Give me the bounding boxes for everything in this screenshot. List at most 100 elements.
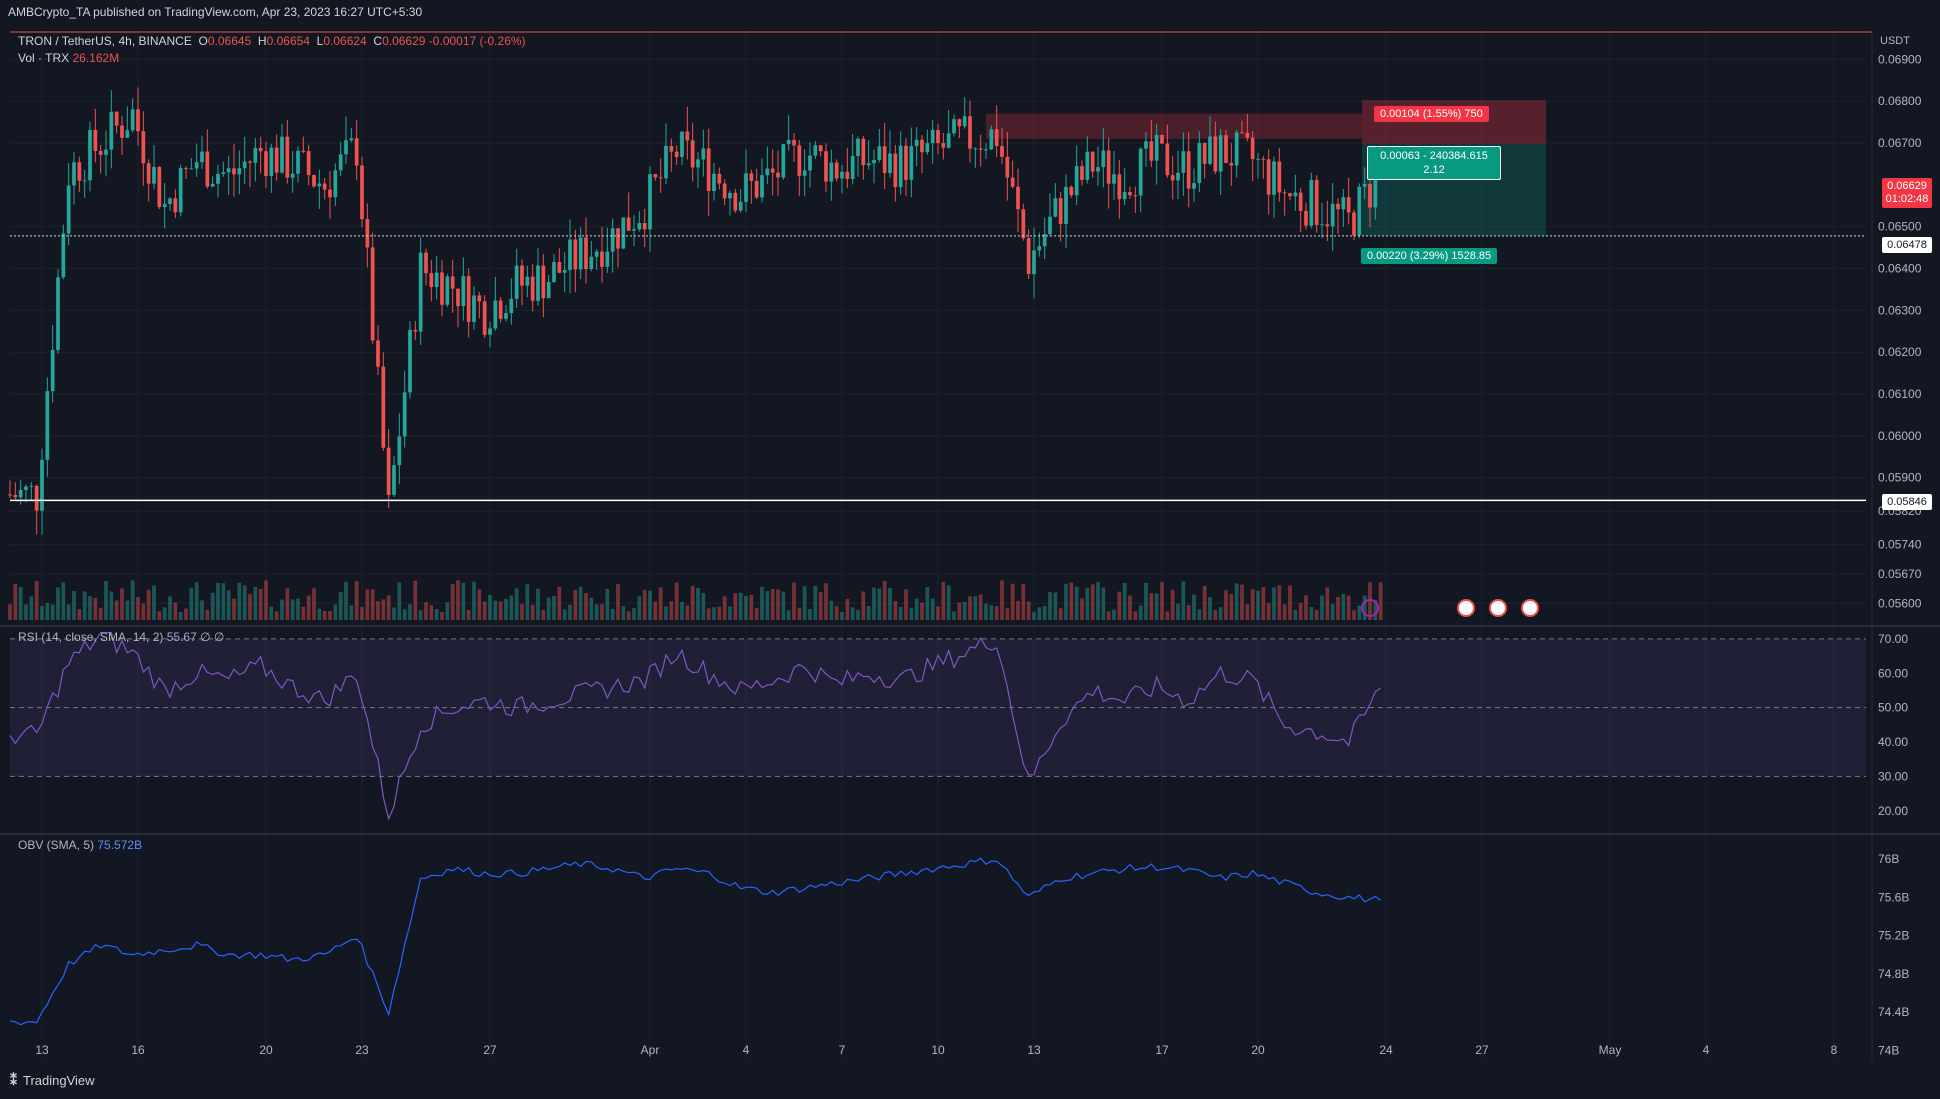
candle-body [776,172,780,178]
tradingview-logo-icon: ⁑ [10,1072,17,1088]
candle-body [770,168,775,173]
volume-bar [1288,585,1292,620]
candle-body [381,366,386,448]
candle-body [418,252,423,332]
flag-event-icon[interactable] [1489,599,1507,617]
volume-bar [632,608,636,620]
volume-bar [34,580,39,620]
candle-body [1128,192,1132,196]
price-tick-label: 0.05670 [1878,567,1922,581]
lightning-event-icon[interactable] [1361,599,1379,617]
time-tick-label: May [1599,1043,1622,1057]
price-tick-label: 0.06800 [1878,94,1922,108]
volume-bar [248,594,252,620]
volume-bar [1336,597,1340,620]
volume-bar [1074,586,1079,620]
volume-bar [1314,610,1319,620]
volume-bar [376,601,380,620]
volume-bar [98,607,103,620]
volume-bar [818,592,823,620]
volume-bar [509,595,514,620]
candle-body [882,146,887,174]
flag-event-icon[interactable] [1521,599,1539,617]
candle-body [1192,183,1196,189]
candle-body [1186,151,1191,189]
candle-body [178,168,183,213]
volume-bar [424,602,428,620]
candle-body [450,276,455,289]
candle-body [402,392,407,437]
candle-body [498,300,503,319]
target-badge[interactable]: 0.00220 (3.29%) 1528.85 [1361,248,1498,264]
candle-body [1016,186,1020,210]
volume-bar [936,606,940,620]
candle-body [1341,197,1346,210]
rsi-pane [9,631,1866,821]
volume-bar [312,588,316,620]
volume-bar [1277,585,1282,620]
symbol-name[interactable]: TRON / TetherUS, 4h, BINANCE [18,34,192,48]
volume-bar [413,580,418,620]
high-value: 0.06654 [266,34,310,48]
candle-body [1314,179,1319,225]
candle-body [1026,238,1031,275]
volume-bar [61,582,66,620]
volume-bar [760,586,764,620]
candle-body [1229,163,1234,166]
volume-bar [200,600,204,620]
candle-body [488,328,492,335]
candle-body [984,149,988,151]
candle-body [706,148,711,192]
stop-badge[interactable]: 0.00104 (1.55%) 750 [1374,106,1489,122]
candle-body [1149,141,1154,161]
candle-body [525,276,530,286]
volume-label[interactable]: Vol · TRX [18,51,70,65]
obv-line [9,857,1382,1026]
volume-bar [232,598,236,620]
volume-bar [8,604,12,620]
volume-bar [1352,610,1356,620]
volume-bar [1016,600,1020,620]
candle-body [173,198,178,213]
volume-bar [93,597,98,620]
candle-body [1288,193,1292,197]
obv-tick-label: 74.4B [1878,1005,1909,1019]
volume-bar [429,605,434,620]
candle-body [856,138,860,156]
volume-bar [525,584,530,620]
volume-bar [653,601,658,620]
candle-body [93,129,98,151]
obv-title[interactable]: OBV (SMA, 5) [18,838,95,852]
volume-bar [322,610,327,620]
volume-bar [696,587,700,620]
volume-bar [1256,590,1260,620]
candle-body [685,131,690,141]
candle-body [584,237,588,270]
candle-body [1074,166,1079,196]
volume-bar [1181,581,1186,620]
volume-bar [274,611,279,620]
time-tick-label: 23 [355,1043,369,1057]
volume-bar [1037,607,1042,620]
volume-bar [466,609,471,620]
volume-bar [1133,611,1138,620]
volume-bar [1149,593,1154,620]
candle-body [1298,192,1303,211]
candle-body [808,155,812,171]
volume-bar [1064,583,1068,620]
candle-body [306,151,311,176]
volume-bar [1128,595,1132,620]
flag-event-icon[interactable] [1457,599,1475,617]
candle-body [898,145,903,188]
candle-body [962,116,967,127]
position-mid-badge[interactable]: 0.00063 - 240384.615 2.12 [1367,146,1501,180]
rsi-title[interactable]: RSI (14, close, SMA, 14, 2) [18,630,164,644]
candle-body [530,276,535,301]
candle-body [616,228,620,249]
volume-bar [1032,611,1036,620]
footer-brand[interactable]: TradingView [23,1073,95,1088]
rsi-tick-label: 20.00 [1878,804,1908,818]
candle-body [493,300,498,329]
price-tick-label: 0.05740 [1878,538,1922,552]
